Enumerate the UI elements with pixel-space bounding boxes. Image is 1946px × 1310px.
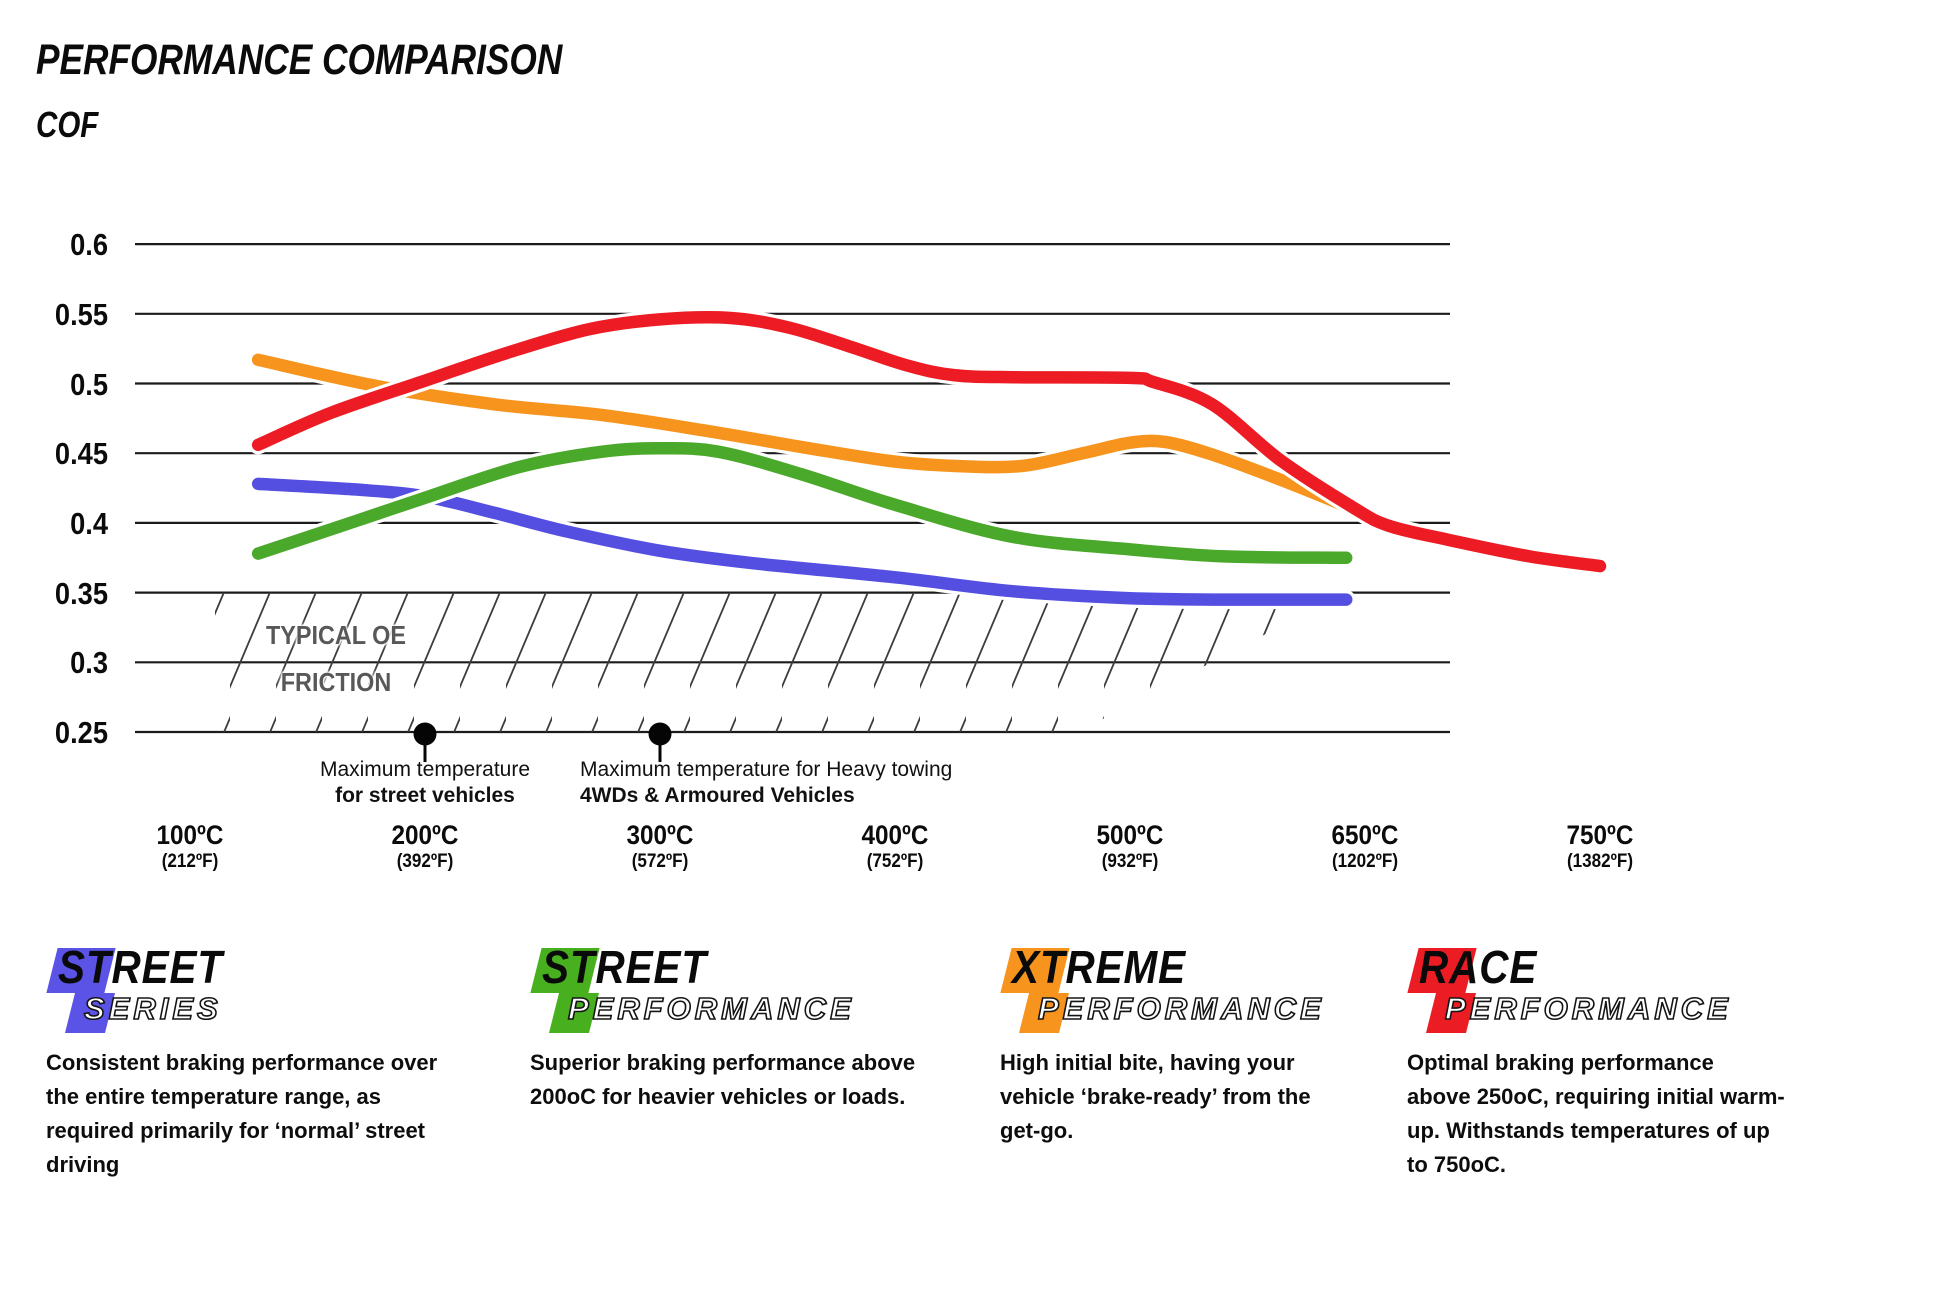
legend-logo-xtreme-performance: XTREME PERFORMANCE xyxy=(1000,941,1360,1040)
y-tick-label-0.25: 0.25 xyxy=(54,715,108,750)
typical-oe-friction-line2: FRICTION xyxy=(280,667,392,697)
typical-oe-friction-line1: TYPICAL OE xyxy=(265,620,406,650)
legend-description-street-series: Consistent braking performance over the e… xyxy=(46,1046,516,1182)
x-tick-label-f-650: (1202ºF) xyxy=(1331,851,1399,872)
page-title: PERFORMANCE COMPARISON xyxy=(36,36,563,84)
legend-description-line: High initial bite, having your xyxy=(1000,1050,1295,1075)
annotation-2: Maximum temperature for Heavy towing 4WDs… xyxy=(580,757,1040,809)
legend-description-line: get-go. xyxy=(1000,1118,1074,1143)
y-tick-label-0.45: 0.45 xyxy=(54,436,108,472)
legend-word-top: STREET xyxy=(58,941,223,993)
series-line-race-performance xyxy=(251,311,1607,573)
series-line-xtreme-performance xyxy=(251,353,1360,516)
annotation-1-line1: Maximum temperature xyxy=(319,758,531,781)
x-tick-label-c-650: 650ºC xyxy=(1331,820,1399,850)
x-tick-label-c-500: 500ºC xyxy=(1096,820,1164,850)
legend-description-race-performance: Optimal braking performance above 250oC, … xyxy=(1407,1046,1877,1182)
legend-description-line: required primarily for ‘normal’ street xyxy=(46,1118,426,1143)
legend-description-line: vehicle ‘brake-ready’ from the xyxy=(1000,1084,1311,1109)
legend-word-top: XTREME xyxy=(1012,941,1186,993)
annotation-1-line2: for street vehicles xyxy=(335,784,515,807)
x-tick-label-f-500: (932ºF) xyxy=(1101,851,1159,872)
legend-logo-street-performance: STREET PERFORMANCE xyxy=(530,941,1000,1040)
legend-description-line: Consistent braking performance over xyxy=(46,1050,438,1075)
y-tick-label-0.3: 0.3 xyxy=(70,645,108,681)
annotation-1: Maximum temperature for street vehicles xyxy=(245,757,605,809)
x-tick-label-f-200: (392ºF) xyxy=(396,851,454,872)
legend-description-line: Superior braking performance above xyxy=(530,1050,916,1075)
y-tick-label-0.4: 0.4 xyxy=(70,505,108,541)
legend-description-line: up. Withstands temperatures of up xyxy=(1407,1118,1770,1143)
x-tick-label-f-100: (212ºF) xyxy=(161,851,219,872)
legend-word-bottom: PERFORMANCE xyxy=(1444,990,1732,1027)
x-tick-label-f-400: (752ºF) xyxy=(866,851,924,872)
x-tick-label-c-300: 300ºC xyxy=(626,820,694,850)
x-tick-label-c-750: 750ºC xyxy=(1566,820,1634,850)
temperature-dot-1 xyxy=(413,722,437,746)
legend-logo-race-performance: RACE PERFORMANCE xyxy=(1407,941,1877,1040)
legend-word-bottom: SERIES xyxy=(83,990,222,1027)
x-tick-label-f-300: (572ºF) xyxy=(631,851,689,872)
legend-word-top: RACE xyxy=(1419,941,1538,993)
typical-oe-friction-band xyxy=(215,592,1345,732)
y-tick-label-0.5: 0.5 xyxy=(70,366,108,402)
x-tick-label-c-100: 100ºC xyxy=(156,820,224,850)
legend-description-line: 200oC for heavier vehicles or loads. xyxy=(530,1084,906,1109)
legend-logo-street-series: STREET SERIES xyxy=(46,941,516,1040)
temperature-dot-2 xyxy=(648,722,672,746)
legend-description-line: to 750oC. xyxy=(1407,1152,1507,1177)
legend-description-line: above 250oC, requiring initial warm- xyxy=(1407,1084,1785,1109)
annotation-2-line1: Maximum temperature for Heavy towing xyxy=(580,758,953,781)
x-tick-label-c-400: 400ºC xyxy=(861,820,929,850)
series-line-street-performance xyxy=(251,441,1353,565)
y-tick-label-0.35: 0.35 xyxy=(54,575,108,611)
y-axis-title: COF xyxy=(36,104,99,145)
legend-word-bottom: PERFORMANCE xyxy=(567,990,855,1027)
legend-word-top: STREET xyxy=(542,941,707,993)
x-tick-label-f-750: (1382ºF) xyxy=(1566,851,1634,872)
annotation-2-line2: 4WDs & Armoured Vehicles xyxy=(580,784,855,807)
legend-word-bottom: PERFORMANCE xyxy=(1037,990,1325,1027)
legend-description-line: Optimal braking performance xyxy=(1407,1050,1714,1075)
y-tick-label-0.55: 0.55 xyxy=(54,296,108,332)
typical-oe-friction-label: TYPICAL OE FRICTION xyxy=(228,612,444,706)
y-tick-label-0.6: 0.6 xyxy=(70,227,108,263)
legend-description-line: the entire temperature range, as xyxy=(46,1084,382,1109)
legend-description-xtreme-performance: High initial bite, having your vehicle ‘b… xyxy=(1000,1046,1360,1148)
x-tick-label-c-200: 200ºC xyxy=(391,820,459,850)
legend-description-line: driving xyxy=(46,1152,120,1177)
legend-description-street-performance: Superior braking performance above 200oC … xyxy=(530,1046,1000,1114)
